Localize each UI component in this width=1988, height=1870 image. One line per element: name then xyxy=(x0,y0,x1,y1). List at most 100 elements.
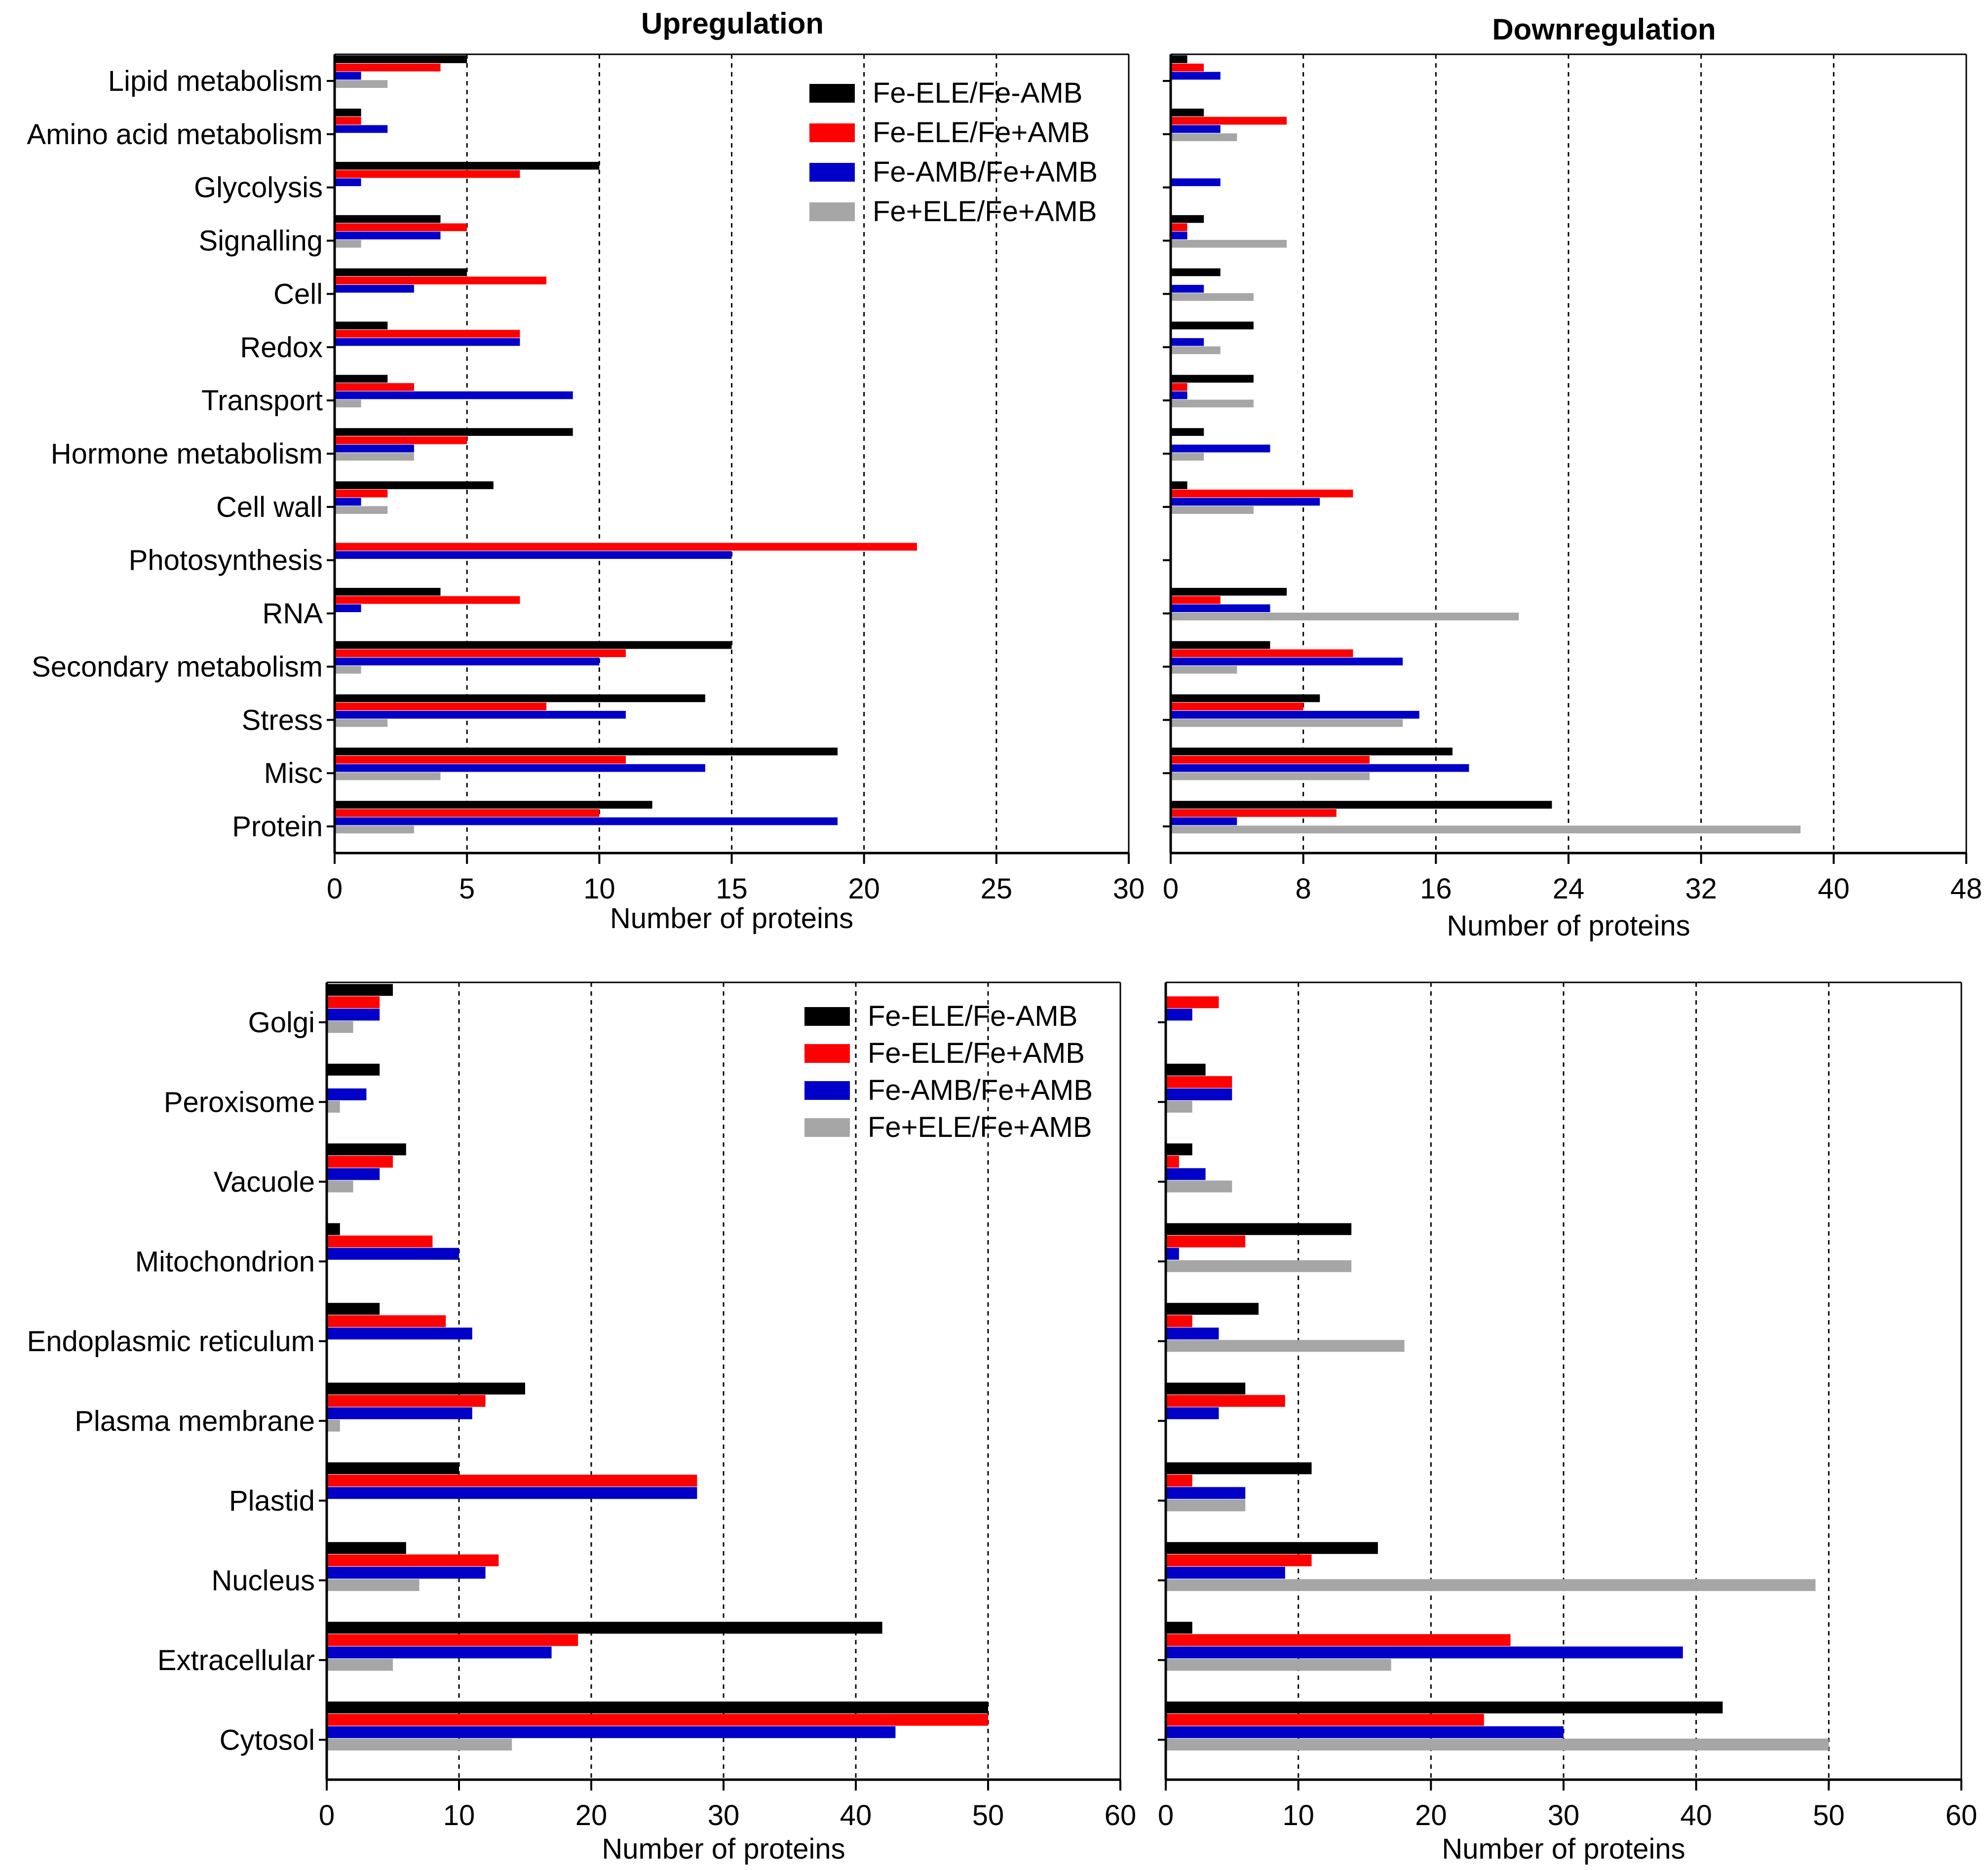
bar-tr-s0-c13 xyxy=(1171,747,1453,756)
bar-br-s2-c8 xyxy=(1166,1646,1683,1659)
bar-tr-s1-c3 xyxy=(1171,223,1187,232)
category-label: Cytosol xyxy=(220,1724,315,1756)
x-tick-label: 0 xyxy=(1163,873,1179,905)
bar-tr-s3-c14 xyxy=(1171,825,1801,834)
bar-tl-s1-c1 xyxy=(335,117,361,125)
bar-br-s2-c0 xyxy=(1166,1009,1192,1021)
bar-tr-s2-c8 xyxy=(1171,498,1320,506)
x-tick-label: 40 xyxy=(1818,873,1850,905)
category-label: Transport xyxy=(201,385,323,417)
bar-tl-s3-c12 xyxy=(335,719,388,727)
category-label: Mitochondrion xyxy=(135,1246,315,1278)
bar-tl-s2-c5 xyxy=(335,338,520,346)
bar-tr-s2-c2 xyxy=(1171,178,1221,187)
bar-tr-s0-c7 xyxy=(1171,428,1204,436)
bar-br-s3-c2 xyxy=(1166,1180,1232,1193)
legend-swatch xyxy=(804,1118,850,1137)
bar-bl-s3-c1 xyxy=(327,1100,340,1113)
bar-tl-s0-c2 xyxy=(335,161,600,170)
bar-br-s1-c9 xyxy=(1166,1714,1484,1726)
legend-swatch xyxy=(809,123,855,142)
x-tick-label: 8 xyxy=(1296,873,1311,905)
x-tick-label: 32 xyxy=(1685,873,1717,905)
bar-tl-s2-c2 xyxy=(335,178,361,187)
bar-tr-s2-c13 xyxy=(1171,764,1469,772)
bar-tr-s2-c14 xyxy=(1171,817,1237,825)
x-tick-label: 10 xyxy=(443,1799,475,1831)
bar-tl-s0-c0 xyxy=(335,55,467,63)
category-label: Signalling xyxy=(198,225,323,257)
bar-br-s3-c4 xyxy=(1166,1340,1405,1352)
bar-bl-s2-c4 xyxy=(327,1327,472,1340)
bar-br-s1-c0 xyxy=(1166,996,1219,1009)
bar-tl-s0-c1 xyxy=(335,109,361,117)
legend-label: Fe-AMB/Fe+AMB xyxy=(873,156,1098,188)
x-tick-label: 0 xyxy=(327,873,343,905)
bar-tl-s2-c10 xyxy=(335,604,361,612)
bar-tl-s2-c8 xyxy=(335,498,361,506)
bar-bl-s2-c8 xyxy=(327,1646,552,1659)
bar-tr-s0-c11 xyxy=(1171,641,1270,649)
x-tick-label: 10 xyxy=(1282,1799,1314,1831)
x-axis-label: Number of proteins xyxy=(610,902,853,935)
bar-tr-s3-c12 xyxy=(1171,719,1403,727)
x-tick-label: 50 xyxy=(972,1799,1004,1831)
bar-tr-s2-c6 xyxy=(1171,391,1187,399)
bar-bl-s1-c3 xyxy=(327,1235,433,1247)
bar-br-s2-c1 xyxy=(1166,1088,1232,1100)
bar-br-s1-c1 xyxy=(1166,1076,1232,1088)
bar-tl-s2-c9 xyxy=(335,551,732,559)
bar-tl-s1-c0 xyxy=(335,63,441,72)
x-tick-label: 60 xyxy=(1105,1799,1137,1831)
bar-bl-s0-c9 xyxy=(327,1701,988,1714)
bar-tr-s2-c11 xyxy=(1171,658,1403,665)
bar-bl-s2-c3 xyxy=(327,1247,459,1260)
bar-bl-s3-c0 xyxy=(327,1021,353,1033)
bar-br-s0-c6 xyxy=(1166,1462,1312,1475)
bar-br-s0-c8 xyxy=(1166,1622,1192,1634)
category-label: RNA xyxy=(263,598,323,630)
bar-tl-s0-c12 xyxy=(335,694,705,702)
x-tick-label: 40 xyxy=(1680,1799,1712,1831)
bar-tl-s1-c13 xyxy=(335,756,626,764)
bar-br-s3-c8 xyxy=(1166,1659,1391,1671)
bar-br-s2-c4 xyxy=(1166,1327,1219,1340)
legend-label: Fe+ELE/Fe+AMB xyxy=(868,1111,1092,1143)
bar-bl-s1-c7 xyxy=(327,1554,499,1566)
x-tick-label: 30 xyxy=(1548,1799,1580,1831)
downregulation-location-chart: 0 10 20 30 40 50 60 Number of proteins xyxy=(1158,981,1978,1865)
category-label: Plastid xyxy=(229,1485,315,1517)
bar-tr-s1-c6 xyxy=(1171,383,1187,391)
bar-br-s1-c2 xyxy=(1166,1156,1179,1168)
category-label: Extracellular xyxy=(157,1644,315,1676)
x-tick-label: 0 xyxy=(1158,1799,1174,1831)
x-tick-label: 30 xyxy=(708,1799,740,1831)
bar-tr-s0-c14 xyxy=(1171,801,1552,809)
bar-tr-s0-c8 xyxy=(1171,481,1187,489)
bar-tr-s2-c1 xyxy=(1171,125,1221,133)
bar-br-s3-c7 xyxy=(1166,1579,1816,1591)
bar-br-s0-c1 xyxy=(1166,1063,1206,1076)
bar-bl-s1-c0 xyxy=(327,996,380,1009)
bar-tr-s2-c5 xyxy=(1171,338,1204,346)
bar-tl-s1-c4 xyxy=(335,276,547,285)
bar-bl-s0-c6 xyxy=(327,1462,459,1475)
bar-tr-s0-c3 xyxy=(1171,215,1204,223)
bar-tl-s1-c12 xyxy=(335,702,547,710)
bar-tl-s2-c7 xyxy=(335,444,414,453)
bar-tl-s1-c10 xyxy=(335,596,520,604)
bar-tr-s3-c11 xyxy=(1171,665,1237,674)
bar-tl-s3-c11 xyxy=(335,665,361,674)
bar-tl-s2-c14 xyxy=(335,817,838,825)
x-tick-label: 60 xyxy=(1946,1799,1978,1831)
bar-tl-s0-c14 xyxy=(335,801,652,809)
bar-tr-s2-c7 xyxy=(1171,444,1270,453)
bar-tr-s1-c10 xyxy=(1171,596,1221,604)
bar-tr-s3-c3 xyxy=(1171,239,1287,248)
legend-label: Fe-AMB/Fe+AMB xyxy=(868,1074,1093,1106)
x-tick-label: 48 xyxy=(1950,873,1983,905)
bar-br-s2-c5 xyxy=(1166,1407,1219,1419)
category-label: Vacuole xyxy=(214,1166,315,1198)
bar-bl-s1-c2 xyxy=(327,1156,393,1168)
bar-tr-s0-c4 xyxy=(1171,268,1221,276)
